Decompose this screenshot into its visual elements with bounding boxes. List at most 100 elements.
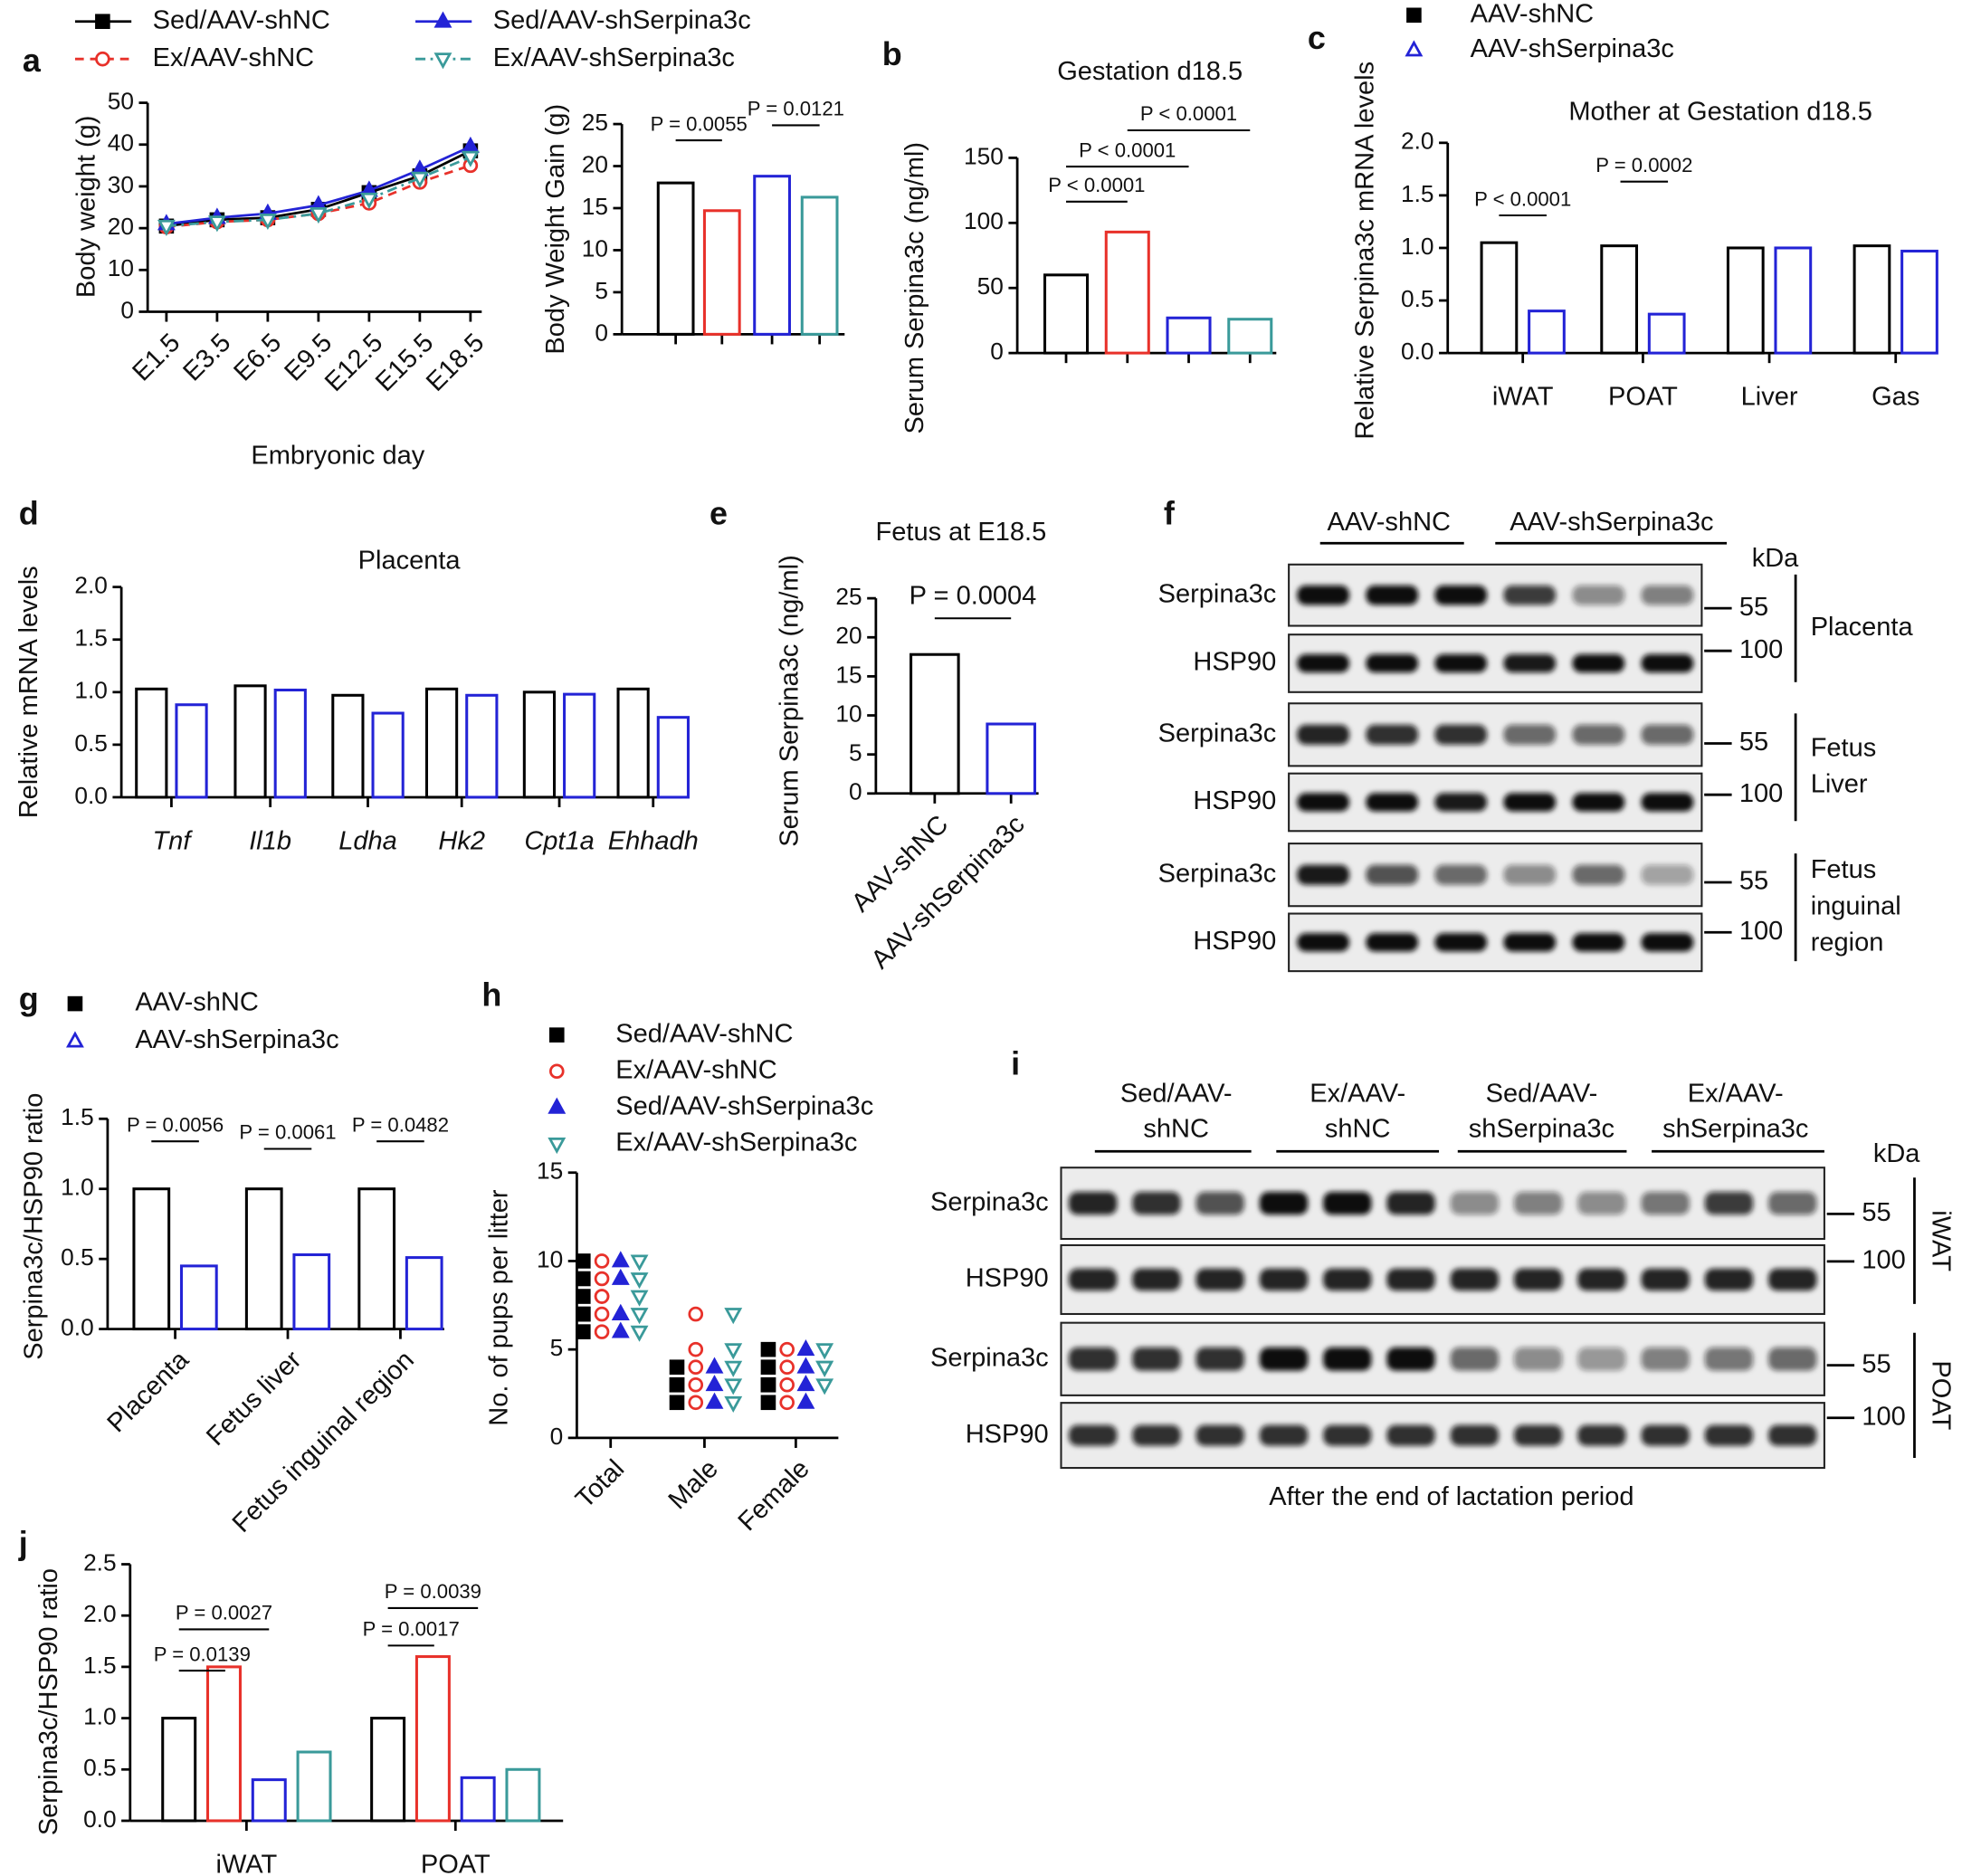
chart-title: Fetus at E18.5 (876, 518, 1047, 547)
band (1259, 1347, 1309, 1371)
band (1572, 724, 1625, 745)
point (258, 213, 277, 231)
group-label: Sed/AAV- (1120, 1080, 1233, 1109)
point (796, 1392, 815, 1409)
band (1503, 653, 1557, 673)
bar (1774, 246, 1813, 355)
bar (1227, 318, 1273, 355)
legend-label: Sed/AAV-shSerpina3c (615, 1092, 873, 1121)
legend-label: Sed/AAV-shSerpina3c (493, 5, 751, 34)
bar (233, 684, 267, 799)
group-label: Sed/AAV- (1486, 1080, 1598, 1109)
point (669, 1376, 685, 1393)
band (1768, 1192, 1817, 1215)
side-label: Liver (1811, 769, 1868, 798)
chart-title: Mother at Gestation d18.5 (1568, 97, 1872, 126)
band (1503, 724, 1557, 745)
bar (1647, 312, 1686, 355)
point (410, 171, 429, 188)
bar (296, 1750, 332, 1823)
group-label: shNC (1143, 1114, 1209, 1143)
blot-strip (1288, 633, 1703, 693)
band (1132, 1347, 1181, 1371)
band (1513, 1424, 1563, 1446)
bar (505, 1767, 541, 1823)
marker-label: 55 (1862, 1198, 1891, 1227)
point (309, 207, 328, 224)
y-tick-label: 0.0 (74, 782, 108, 809)
point (359, 192, 378, 209)
point (688, 1306, 704, 1322)
group-label: Ex/AAV- (1688, 1080, 1784, 1109)
bar (656, 716, 690, 799)
band (1366, 864, 1419, 885)
band (1434, 653, 1488, 673)
protein-label: Serpina3c (1158, 579, 1277, 608)
band (1572, 933, 1625, 952)
y-tick-label: 10 (537, 1245, 563, 1272)
protein-label: HSP90 (1193, 927, 1276, 956)
side-label: Placenta (1811, 613, 1914, 642)
point (688, 1395, 704, 1411)
point (779, 1359, 795, 1375)
point (724, 1343, 743, 1360)
group-label: shNC (1325, 1114, 1391, 1143)
band (1641, 1192, 1690, 1215)
band (1503, 793, 1557, 812)
band (1068, 1192, 1118, 1215)
bar (1166, 316, 1212, 355)
bar (161, 1717, 197, 1823)
panel-letter: j (18, 1524, 28, 1561)
band (1768, 1268, 1817, 1291)
side-label: Fetus (1811, 855, 1877, 884)
y-tick-label: 20 (835, 622, 862, 649)
y-axis-label: Serpina3c/HSP90 ratio (19, 1093, 48, 1360)
y-axis-label: Serpina3c/HSP90 ratio (34, 1568, 63, 1835)
protein-label: Serpina3c (930, 1343, 1049, 1372)
marker-label: 55 (1739, 867, 1768, 896)
band (1641, 793, 1694, 812)
legend-label: AAV-shNC (135, 988, 259, 1017)
protein-label: Serpina3c (1158, 859, 1277, 888)
band (1503, 933, 1557, 952)
band (1572, 864, 1625, 885)
band (1366, 653, 1419, 673)
panel-letter: i (1011, 1045, 1020, 1082)
legend-label: AAV-shSerpina3c (135, 1025, 338, 1054)
point (705, 1357, 724, 1374)
band (1323, 1424, 1372, 1446)
point (576, 1253, 591, 1269)
point (594, 1289, 610, 1304)
side-label: Fetus (1811, 733, 1877, 762)
band (1068, 1424, 1118, 1446)
group-label: shSerpina3c (1469, 1114, 1614, 1143)
marker-label: 100 (1862, 1246, 1905, 1275)
bar (292, 1252, 331, 1331)
legend-marker (548, 1063, 565, 1080)
legend-marker (548, 1027, 565, 1043)
panel-letter: b (882, 35, 902, 72)
point (576, 1324, 591, 1339)
band (1704, 1192, 1754, 1215)
band (1704, 1347, 1754, 1371)
y-tick-label: 30 (108, 171, 134, 198)
legend-marker (67, 995, 83, 1012)
point (630, 1308, 649, 1325)
y-tick-label: 0.0 (61, 1314, 94, 1341)
legend-marker (95, 14, 110, 30)
point (779, 1341, 795, 1357)
bar (370, 1717, 406, 1823)
y-tick-label: 5 (849, 739, 862, 767)
bar (986, 722, 1036, 795)
bar (702, 209, 741, 336)
blot-strip (1060, 1321, 1825, 1396)
p-value: P = 0.0056 (127, 1113, 224, 1136)
group-label: Ex/AAV- (1310, 1080, 1405, 1109)
band (1297, 864, 1350, 885)
band (1323, 1268, 1372, 1291)
band (1195, 1192, 1244, 1215)
x-tick-label: Cpt1a (524, 826, 594, 855)
x-tick-label: iWAT (216, 1850, 278, 1876)
band (1434, 933, 1488, 952)
band (1259, 1424, 1309, 1446)
